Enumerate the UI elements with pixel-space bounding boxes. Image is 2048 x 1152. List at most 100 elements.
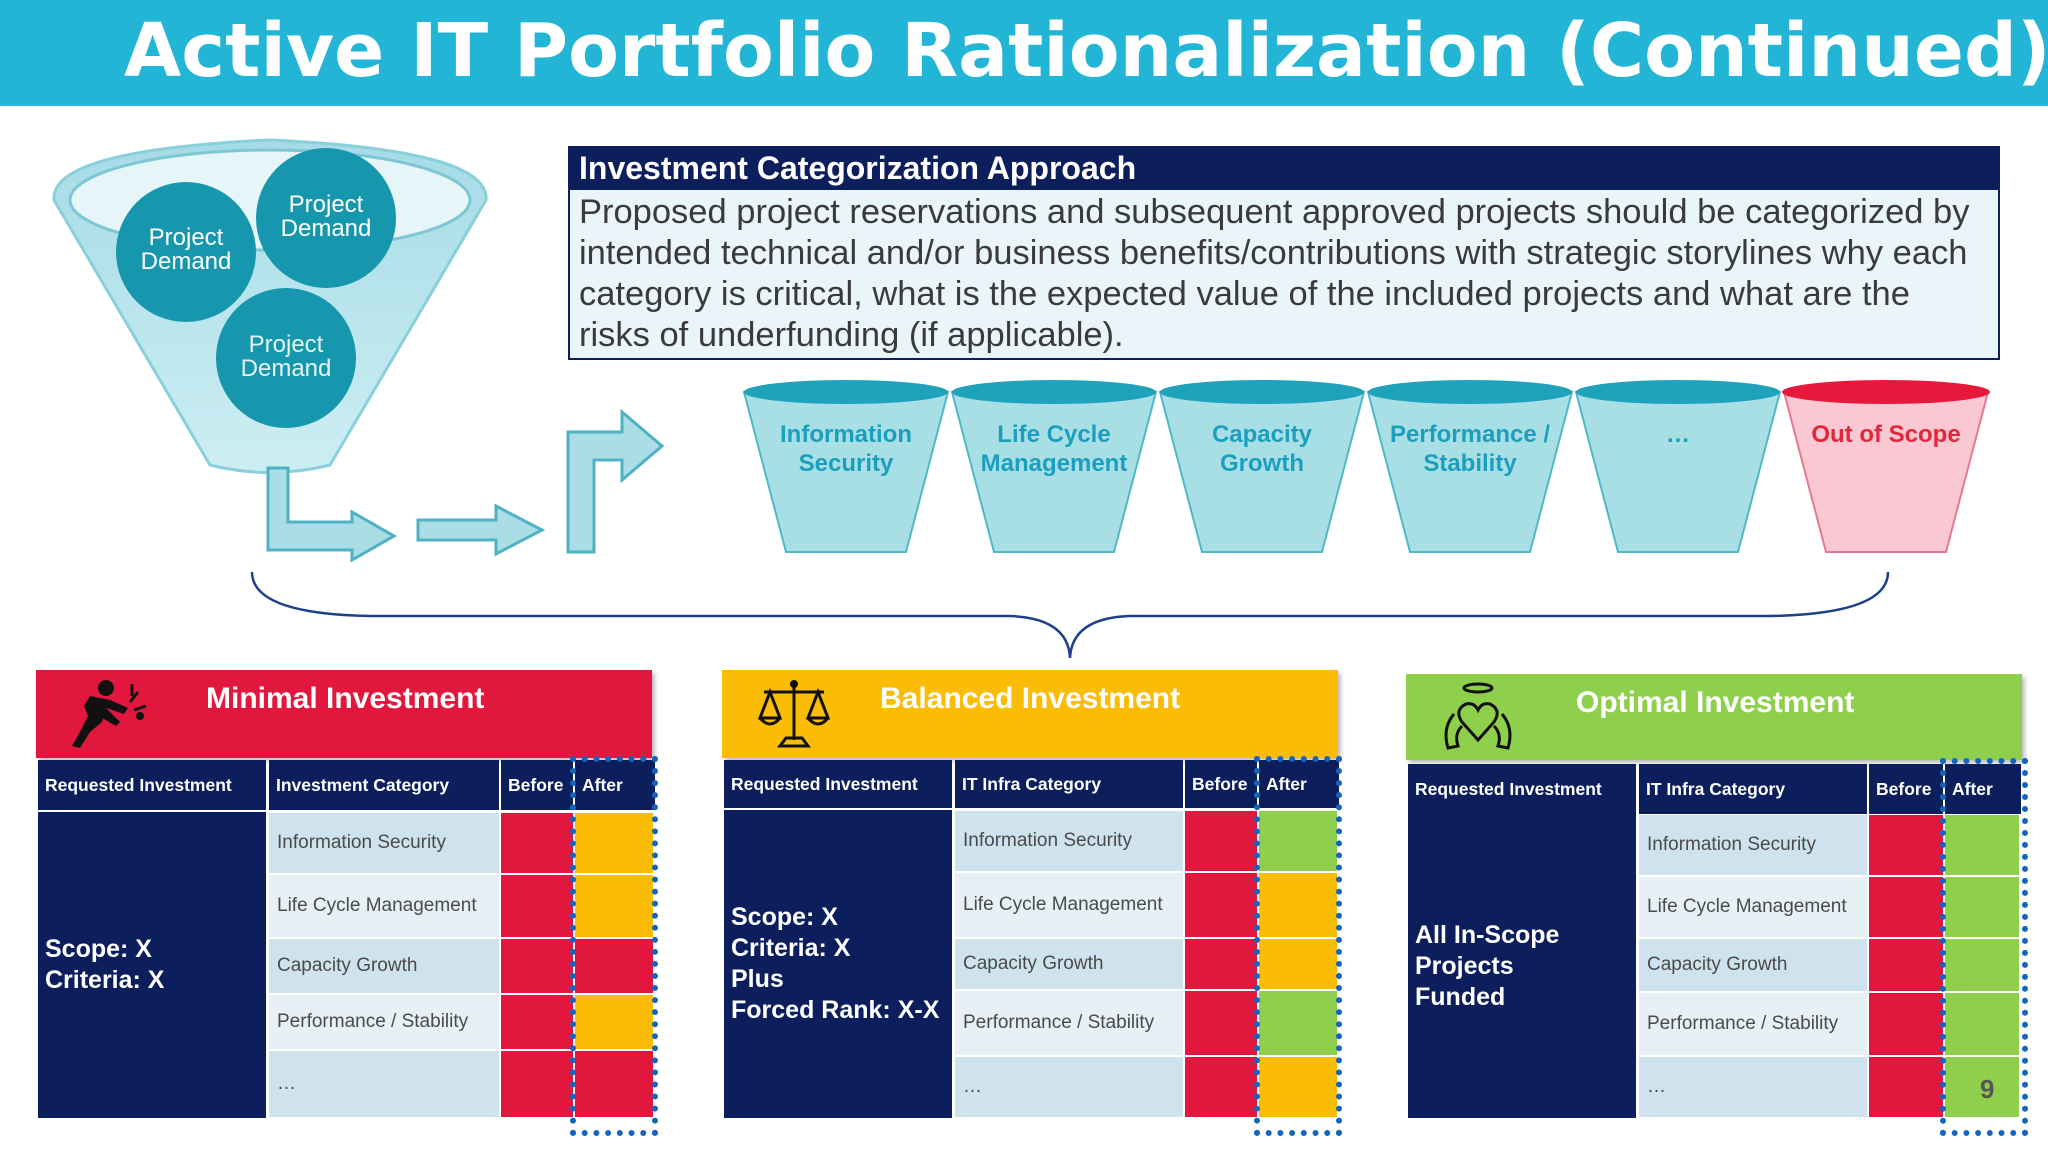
footnote-number: 9 [1980,1074,1995,1104]
optimal-before-status [1869,939,1943,991]
title-bar [0,0,2048,106]
optimal-category-cell: Life Cycle Management [1639,877,1867,937]
balanced-panel-header [722,670,1338,758]
minimal-category-cell: Life Cycle Management [269,875,499,937]
elbow-arrow-icon [266,466,398,563]
balanced-after-status [1259,873,1337,937]
demand-circle-3 [216,288,356,428]
angel-heart-icon [1444,682,1512,750]
minimal-header-requested-investment: Requested Investment [38,760,266,810]
balanced-category-cell: Capacity Growth [955,939,1183,989]
minimal-before-status [501,1051,573,1117]
scales-icon [757,680,831,748]
minimal-category-cell: Information Security [269,813,499,873]
page-title: Active IT Portfolio Rationalization (Con… [124,8,2048,94]
minimal-before-status [501,875,573,937]
kick-figure-icon [72,680,147,748]
optimal-header-before: Before [1869,764,1943,814]
balanced-before-status [1185,939,1257,989]
optimal-before-status [1869,1057,1943,1117]
balanced-panel-title: Balanced Investment [880,682,1181,715]
balanced-after-status [1259,939,1337,989]
right-arrow-icon [416,503,546,557]
minimal-header-investment-category: Investment Category [269,760,499,810]
balanced-after-highlight [1254,756,1342,1136]
bucket-out-of-scope [1782,380,1990,553]
bucket-life-cycle-management [950,380,1158,553]
balanced-before-status [1185,1057,1257,1117]
balanced-category-cell: Information Security [955,811,1183,871]
balanced-header-before: Before [1185,760,1257,808]
minimal-before-status [501,813,573,873]
category-buckets [742,380,1990,553]
minimal-after-status [575,939,653,993]
minimal-header-after: After [575,760,655,810]
minimal-after-status [575,875,653,937]
minimal-panel-title: Minimal Investment [206,682,485,715]
minimal-category-cell: Capacity Growth [269,939,499,993]
bucket-performance-stability [1366,380,1574,553]
optimal-header-it-infra-category: IT Infra Category [1639,764,1867,814]
demand-label-3: Project Demand [240,331,332,382]
optimal-header-requested-investment: Requested Investment [1408,764,1636,814]
demand-label-2: Project Demand [280,191,372,242]
minimal-category-cell: … [269,1051,499,1117]
optimal-category-cell: Capacity Growth [1639,939,1867,991]
balanced-after-status [1259,991,1337,1055]
minimal-after-status [575,813,653,873]
balanced-after-status [1259,811,1337,871]
approach-title: Investment Categorization Approach [570,148,1998,190]
optimal-before-status [1869,815,1943,875]
balanced-category-cell: … [955,1057,1183,1117]
optimal-category-cell: … [1639,1057,1867,1117]
bucket-label-life-cycle-management: Life Cycle Management [980,421,1128,477]
balanced-header-it-infra-category: IT Infra Category [955,760,1183,808]
optimal-header-after: After [1945,764,2021,814]
bucket-label-ellipsis: … [1666,421,1690,448]
minimal-after-status [575,995,653,1049]
minimal-after-highlight [570,756,658,1136]
balanced-category-cell: Life Cycle Management [955,873,1183,937]
optimal-after-status [1945,815,2019,875]
optimal-category-cell: Performance / Stability [1639,993,1867,1055]
optimal-after-status [1945,993,2019,1055]
balanced-before-status [1185,991,1257,1055]
approach-body: Proposed project reservations and subseq… [579,193,1970,354]
optimal-after-status [1945,939,2019,991]
optimal-panel-title: Optimal Investment [1576,686,1855,719]
bucket-label-information-security: Information Security [780,421,912,477]
minimal-after-status [575,1051,653,1117]
balanced-before-status [1185,811,1257,871]
minimal-category-cell: Performance / Stability [269,995,499,1049]
optimal-after-highlight [1940,758,2028,1136]
optimal-category-cell: Information Security [1639,815,1867,875]
optimal-before-status [1869,877,1943,937]
balanced-header-after: After [1259,760,1339,808]
demand-circle-1 [116,182,256,322]
up-right-arrow-icon [566,408,665,554]
balanced-category-cell: Performance / Stability [955,991,1183,1055]
balanced-after-status [1259,1057,1337,1117]
demand-circle-2 [256,148,396,288]
optimal-before-status [1869,993,1943,1055]
minimal-before-status [501,939,573,993]
bucket-label-capacity-growth: Capacity Growth [1211,421,1313,477]
bucket-ellipsis [1574,380,1782,553]
bucket-capacity-growth [1158,380,1366,553]
bucket-label-performance-stability: Performance / Stability [1389,421,1551,477]
approach-box: Investment Categorization Approach Propo… [568,146,2000,360]
funnel-illustration [52,138,488,474]
demand-label-1: Project Demand [140,224,232,275]
balanced-header-requested-investment: Requested Investment [724,760,952,808]
minimal-header-before: Before [501,760,573,810]
optimal-after-status [1945,877,2019,937]
minimal-requested-investment: Scope: X Criteria: X [38,812,266,1118]
bucket-information-security [742,380,950,553]
balanced-before-status [1185,873,1257,937]
optimal-requested-investment: All In-Scope Projects Funded [1408,814,1636,1118]
balanced-requested-investment: Scope: X Criteria: X Plus Forced Rank: X… [724,810,952,1118]
optimal-after-status [1945,1057,2019,1117]
bucket-label-out-of-scope: Out of Scope [1811,421,1961,448]
flow-arrows [266,408,665,563]
grouping-brace [250,571,1890,659]
